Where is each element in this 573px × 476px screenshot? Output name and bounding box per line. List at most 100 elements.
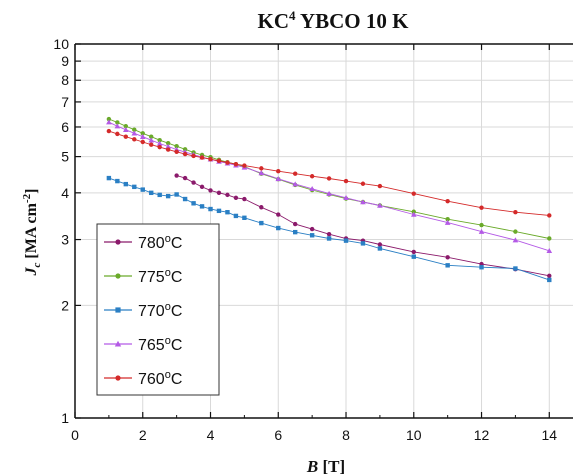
data-point [149,142,154,147]
data-point [233,213,239,219]
data-point [360,199,366,205]
legend-entry: 770oC [104,301,182,320]
data-point [293,221,298,227]
y-tick-label: 3 [61,232,69,248]
data-point [309,186,315,192]
data-point [132,137,137,142]
data-point [326,176,332,181]
data-point [149,134,154,139]
data-point [445,263,450,268]
data-point [174,144,179,149]
series-760 [106,128,552,218]
data-point [479,265,484,270]
data-point [360,181,366,186]
data-point [115,178,120,184]
x-tick-label: 10 [406,427,422,443]
data-point [275,176,282,182]
data-point [199,184,205,190]
data-point [106,116,112,122]
x-tick-label: 2 [139,427,147,443]
y-axis-label-sub: c [31,262,43,267]
x-axis-label: B [T] [306,457,345,476]
chart-title-rest: YBCO 10 K [296,9,410,33]
data-point [293,229,298,235]
data-point [199,155,205,160]
x-tick-label: 12 [474,427,490,443]
data-point [191,201,196,206]
data-point [259,166,264,171]
data-point [259,220,264,226]
data-point [445,255,450,260]
data-point [225,210,230,215]
legend: 780oC 775oC 770oC 765oC 760oC [96,223,220,396]
data-point [199,204,205,209]
y-axis-label-unit: [MA cm [23,202,40,262]
data-point [216,208,222,214]
data-point [377,242,383,247]
data-point [216,190,222,196]
data-point [216,158,222,164]
data-point [157,144,162,150]
data-point [478,228,485,234]
data-point [242,215,247,220]
data-point [165,147,171,152]
y-tick-label: 1 [61,410,69,426]
legend-label: 765oC [138,335,182,354]
data-point [165,143,171,149]
data-point [106,119,112,125]
data-point [326,236,332,241]
data-point [377,202,383,208]
data-point [182,151,188,157]
chart-title-sup: 4 [289,8,296,23]
y-tick-label: 7 [61,94,69,110]
data-point [309,174,315,179]
legend-swatch-marker [114,340,122,347]
data-point [208,157,213,162]
data-point [182,196,188,202]
data-point [479,222,484,228]
y-tick-label: 9 [61,53,69,69]
x-tick-label: 8 [342,427,350,443]
data-point [326,232,332,237]
data-point [513,266,518,271]
data-point [343,238,349,243]
y-tick-label: 4 [61,185,69,201]
data-point [512,237,519,243]
data-point [114,123,121,129]
data-point [191,153,196,159]
data-point [174,173,179,178]
y-tick-label: 2 [61,297,69,313]
data-point [182,147,188,152]
legend-label: 780oC [138,233,182,252]
data-point [444,219,451,225]
legend-entry: 760oC [104,369,182,388]
y-tick-label: 8 [61,72,69,88]
data-point [546,247,553,254]
data-point [165,140,171,146]
data-point [309,226,315,232]
data-point [132,184,137,190]
data-point [131,130,138,136]
data-point [140,131,145,136]
y-tick-label: 5 [61,149,69,165]
data-point [157,192,162,198]
x-tick-label: 4 [207,427,215,443]
data-point [445,198,450,204]
y-axis-label: Jc [MA cm-2] [21,189,43,277]
x-tick-label: 0 [71,427,79,443]
legend-swatch-marker [115,375,121,381]
data-point [258,170,265,176]
data-point [343,178,349,184]
data-point [411,254,416,259]
data-point [242,163,247,168]
x-axis-label-unit: [T] [318,457,345,476]
data-point [410,211,417,217]
data-point [233,162,239,167]
data-point [156,140,163,146]
data-point [377,246,383,251]
data-point [547,213,552,218]
data-point [292,181,299,187]
data-point [513,229,518,234]
